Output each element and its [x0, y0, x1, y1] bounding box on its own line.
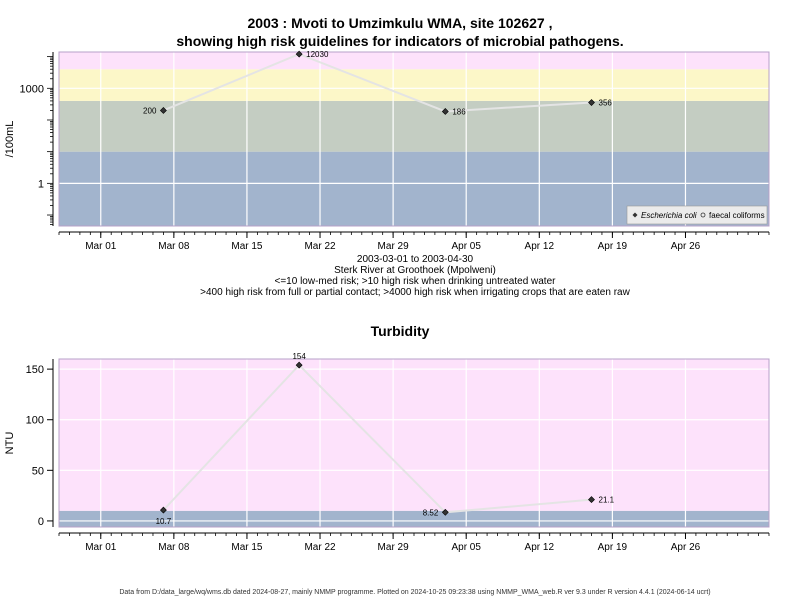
- x-tick-label: Mar 22: [304, 542, 336, 553]
- x-tick-label: Apr 05: [451, 542, 481, 553]
- risk-band-0: [59, 510, 769, 527]
- risk-band-3: [59, 52, 769, 70]
- x-tick-label: Mar 15: [231, 241, 263, 252]
- x-tick-label: Apr 12: [525, 241, 555, 252]
- data-point: [588, 99, 595, 106]
- data-point: [441, 108, 449, 115]
- legend-marker-faecal: [700, 212, 706, 218]
- chart-title-line-2: showing high risk guidelines for indicat…: [176, 33, 624, 49]
- x-tick-label: Mar 01: [85, 542, 117, 553]
- data-label: 154: [292, 352, 306, 361]
- series-line: [163, 53, 592, 113]
- date-range-text: 2003-03-01 to 2003-04-30: [356, 254, 474, 265]
- x-tick-label: Mar 15: [231, 542, 263, 553]
- data-point: [295, 361, 303, 369]
- x-tick-label: Mar 01: [85, 241, 117, 252]
- plot-frame: [58, 51, 770, 227]
- risk-band-2: [59, 69, 769, 101]
- chart-title-line-1: 2003 : Mvoti to Umzimkulu WMA, site 1026…: [247, 15, 553, 31]
- y-axis-label: NTU: [4, 432, 16, 455]
- y-tick-label: 150: [26, 364, 44, 376]
- legend-marker-ecoli: [632, 212, 638, 218]
- guideline-text-1: <=10 low-med risk; >10 high risk when dr…: [274, 276, 556, 287]
- x-tick-label: Apr 26: [671, 241, 701, 252]
- y-tick-label: 100: [26, 415, 44, 427]
- site-name-text: Sterk River at Groothoek (Mpolweni): [334, 265, 496, 276]
- legend-box: [626, 205, 768, 225]
- y-tick-label: 50: [32, 465, 44, 477]
- risk-band-1: [59, 359, 769, 511]
- plot-frame: [58, 358, 770, 528]
- data-label: 356: [599, 99, 613, 108]
- data-point: [159, 506, 167, 514]
- x-tick-label: Mar 08: [158, 542, 190, 553]
- data-label: 200: [143, 106, 157, 115]
- data-label: 8.52: [423, 508, 439, 517]
- x-tick-label: Mar 22: [304, 241, 336, 252]
- y-tick-label: 0: [38, 516, 44, 528]
- x-tick-label: Apr 05: [451, 241, 481, 252]
- data-label: 186: [452, 107, 466, 116]
- x-tick-label: Apr 12: [525, 542, 555, 553]
- y-tick-label: 1: [38, 178, 44, 190]
- legend-label: faecal coliforms: [709, 211, 765, 220]
- x-tick-label: Mar 08: [158, 241, 190, 252]
- x-tick-label: Mar 29: [378, 241, 410, 252]
- data-label: 21.1: [599, 496, 615, 505]
- x-tick-label: Mar 29: [378, 542, 410, 553]
- footer-note: Data from D:/data_large/wq/wms.db dated …: [119, 589, 711, 596]
- data-point: [588, 496, 595, 503]
- x-tick-label: Apr 19: [598, 241, 628, 252]
- risk-band-1: [59, 100, 769, 152]
- y-axis-label: /100mL: [4, 121, 16, 158]
- ecoli-chart: Mar 01 Mar 08 Mar 15 Mar 22 Mar 29 Apr 05 Apr …: [4, 50, 770, 252]
- data-point: [159, 107, 167, 114]
- x-tick-label: Apr 19: [598, 542, 628, 553]
- turbidity-title: Turbidity: [370, 323, 430, 339]
- data-label: 12030: [306, 50, 329, 59]
- data-label: 10.7: [156, 517, 172, 526]
- data-point: [295, 50, 303, 58]
- y-tick-label: 1000: [20, 83, 44, 95]
- x-tick-label: Apr 26: [671, 542, 701, 553]
- guideline-text-2: >400 high risk from full or partial cont…: [200, 287, 630, 298]
- legend-label: Escherichia coli: [641, 211, 697, 220]
- data-point: [441, 508, 449, 516]
- series-line: [162, 363, 592, 514]
